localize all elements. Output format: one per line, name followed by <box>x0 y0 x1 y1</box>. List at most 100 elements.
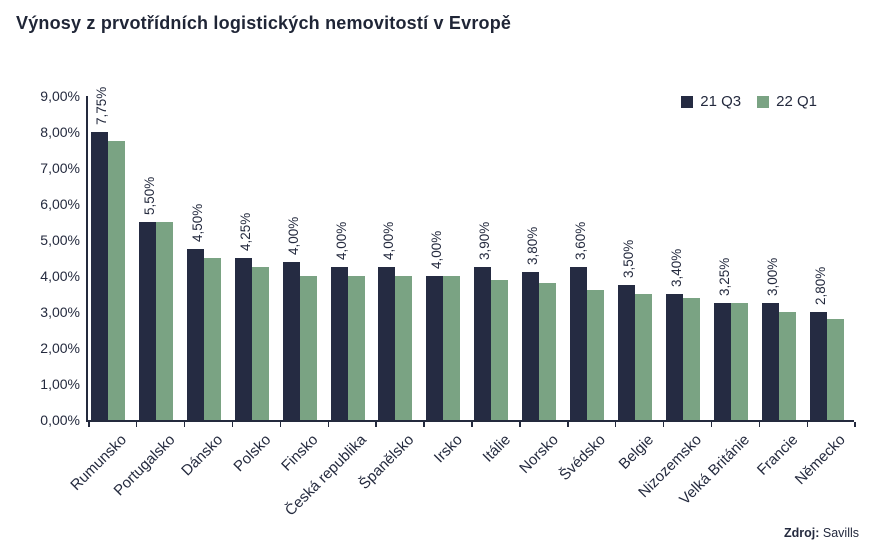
x-tick-mark <box>327 422 329 427</box>
bar-21q3 <box>330 267 348 420</box>
bar-22q1 <box>539 283 557 420</box>
legend-item-21q3: 21 Q3 <box>681 93 741 110</box>
bar-21q3 <box>665 294 683 420</box>
value-label: 4,00% <box>333 221 349 260</box>
x-tick-mark <box>710 422 713 427</box>
x-tick-mark <box>423 422 425 427</box>
x-tick-label: Švédsko <box>556 431 610 485</box>
legend-swatch-21q3-icon <box>681 95 694 108</box>
bar-21q3 <box>617 285 635 420</box>
bar-22q1 <box>251 267 269 420</box>
source-prefix: Zdroj: <box>783 526 820 540</box>
y-tick-label: 5,00% <box>40 232 80 248</box>
bar-21q3 <box>761 303 779 420</box>
bar-22q1 <box>347 276 365 420</box>
bar-22q1 <box>778 312 796 420</box>
bar-21q3 <box>91 132 108 420</box>
bar-21q3 <box>378 267 396 420</box>
value-label: 4,50% <box>189 203 205 242</box>
x-tick-label: Polsko <box>230 431 275 476</box>
y-tick-label: 3,00% <box>40 304 80 320</box>
bar-22q1 <box>682 297 700 420</box>
x-tick-mark <box>614 422 617 427</box>
value-label: 3,80% <box>525 227 541 266</box>
x-tick-label: Dánsko <box>178 431 227 480</box>
x-tick-mark <box>758 422 761 427</box>
value-label: 4,00% <box>285 216 301 255</box>
bar-22q1 <box>587 290 604 420</box>
legend-label-22q1: 22 Q1 <box>776 93 817 110</box>
x-tick-mark <box>88 422 90 427</box>
value-label: 3,25% <box>716 257 732 296</box>
x-tick-mark <box>662 422 665 427</box>
y-tick-label: 6,00% <box>40 196 80 212</box>
bar-21q3 <box>426 276 444 420</box>
bar-21q3 <box>186 249 204 420</box>
y-tick-label: 2,00% <box>40 340 80 356</box>
source-note: Zdroj: Savills <box>784 526 859 540</box>
source-name: Savills <box>819 526 859 540</box>
bar-22q1 <box>634 294 652 420</box>
x-tick-mark <box>375 422 377 427</box>
x-tick-mark <box>519 422 521 427</box>
y-tick-label: 8,00% <box>40 124 80 140</box>
x-tick-label: Irsko <box>430 431 466 467</box>
legend-swatch-22q1-icon <box>757 95 770 108</box>
bar-22q1 <box>203 258 221 420</box>
value-label: 5,50% <box>141 176 157 215</box>
bar-21q3 <box>713 303 731 420</box>
value-label: 4,25% <box>237 212 253 251</box>
y-tick-label: 7,00% <box>40 160 80 176</box>
x-tick-label: Belgie <box>615 431 658 473</box>
bar-21q3 <box>282 261 300 420</box>
value-label: 3,40% <box>668 248 684 287</box>
value-label: 3,00% <box>764 257 780 296</box>
x-tick-mark <box>279 422 282 427</box>
y-tick-label: 1,00% <box>40 376 80 392</box>
y-tick-label: 4,00% <box>40 268 80 284</box>
bar-22q1 <box>491 279 509 420</box>
bar-22q1 <box>155 222 173 420</box>
legend-label-21q3: 21 Q3 <box>700 93 742 110</box>
bar-21q3 <box>522 272 540 420</box>
value-label: 4,00% <box>381 221 397 260</box>
bar-21q3 <box>570 267 587 420</box>
x-tick-mark <box>471 422 473 427</box>
bar-21q3 <box>138 222 156 420</box>
x-tick-label: Finsko <box>278 431 322 475</box>
bar-22q1 <box>299 276 317 420</box>
x-tick-mark <box>231 422 234 427</box>
x-tick-mark <box>806 422 808 427</box>
bar-22q1 <box>730 303 748 420</box>
value-label: 3,50% <box>620 239 636 278</box>
y-tick-label: 9,00% <box>40 88 80 104</box>
bar-21q3 <box>474 267 492 420</box>
legend-item-22q1: 22 Q1 <box>757 93 817 110</box>
value-label: 3,60% <box>573 221 588 260</box>
bar-22q1 <box>395 276 413 420</box>
bar-21q3 <box>809 312 827 420</box>
x-tick-mark <box>135 422 138 427</box>
bar-22q1 <box>443 276 461 420</box>
x-tick-label: Itálie <box>479 431 514 466</box>
x-tick-mark <box>854 422 856 427</box>
bar-21q3 <box>234 258 252 420</box>
y-axis-line <box>86 96 88 420</box>
x-tick-label: Německo <box>791 431 849 489</box>
value-label: 3,90% <box>477 221 493 260</box>
x-tick-label: Norsko <box>515 431 562 477</box>
bar-22q1 <box>826 319 844 420</box>
x-tick-mark <box>567 422 569 427</box>
bar-22q1 <box>108 141 125 420</box>
x-tick-mark <box>183 422 186 427</box>
value-label: 7,75% <box>94 86 109 125</box>
x-tick-label: Francie <box>753 431 801 479</box>
y-tick-label: 0,00% <box>40 412 80 428</box>
value-label: 2,80% <box>812 266 828 305</box>
value-label: 4,00% <box>429 230 445 269</box>
x-axis-line <box>86 420 855 422</box>
legend: 21 Q3 22 Q1 <box>681 93 817 110</box>
chart-title: Výnosy z prvotřídních logistických nemov… <box>16 13 512 33</box>
